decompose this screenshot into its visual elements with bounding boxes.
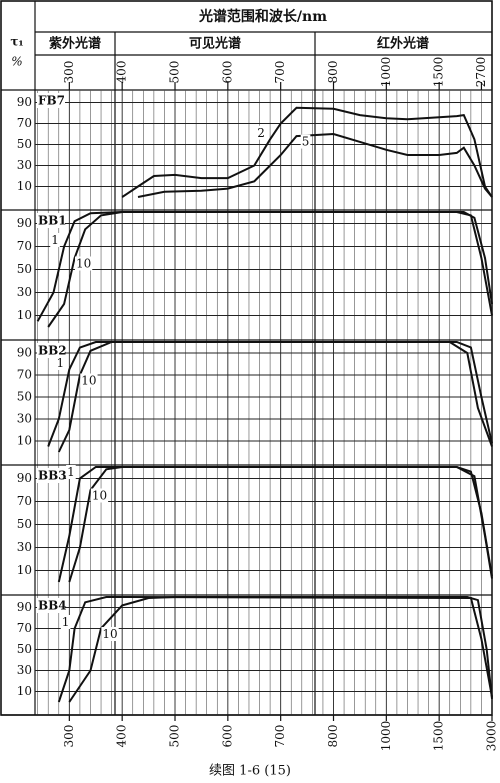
curve-label: 5: [302, 135, 310, 149]
curve: [57, 341, 493, 453]
y-tick-label: 90: [17, 600, 32, 614]
y-label-unit: %: [11, 55, 22, 69]
x-tick-label: 1500: [432, 721, 446, 752]
label-bg: [37, 93, 65, 108]
curve: [57, 595, 493, 703]
panel-title: BB1: [38, 214, 67, 228]
x-tick-label: 500: [168, 725, 182, 748]
panel-title: BB2: [38, 344, 67, 358]
y-tick-label: 10: [17, 308, 32, 322]
y-tick-label: 50: [17, 517, 32, 531]
x-tick-label: 300: [62, 725, 76, 748]
y-tick-label: 90: [17, 95, 32, 109]
y-tick-label: 30: [17, 663, 32, 677]
y-tick-label: 10: [17, 434, 32, 448]
y-tick-label: 30: [17, 540, 32, 554]
y-tick-label: 90: [17, 346, 32, 360]
curve-label: 1: [51, 233, 59, 247]
x-tick-label: 800: [326, 61, 340, 84]
y-tick-label: 70: [17, 368, 32, 382]
label-bg: [37, 343, 65, 358]
panel-title: BB4: [38, 599, 67, 613]
grid: [35, 90, 493, 715]
y-tick-label: 70: [17, 239, 32, 253]
curve: [68, 596, 493, 703]
curve-label: 1: [57, 356, 65, 370]
y-tick-label: 70: [17, 116, 32, 130]
label-bg: [37, 598, 65, 613]
label-bg: [101, 627, 119, 641]
region-label: 紫外光谱: [49, 36, 101, 52]
x-tick-label: 400: [115, 61, 129, 84]
x-tick-label: 300: [62, 61, 76, 84]
x-tick-label: 3000: [485, 721, 499, 752]
label-bg: [37, 213, 65, 228]
y-tick-label: 70: [17, 621, 32, 635]
x-tick-label: 700: [273, 725, 287, 748]
y-tick-label: 50: [17, 642, 32, 656]
y-tick-label: 30: [17, 412, 32, 426]
y-tick-label: 30: [17, 158, 32, 172]
curve-label: 2: [257, 126, 265, 140]
header-title: 光谱范围和波长/nm: [198, 8, 327, 25]
curve-label: 10: [102, 627, 117, 641]
curve: [121, 106, 493, 198]
x-tick-label: 2700: [474, 57, 488, 88]
curve-label: 10: [92, 489, 107, 503]
label-bg: [37, 468, 65, 483]
y-tick-label: 50: [17, 262, 32, 276]
y-tick-label: 70: [17, 494, 32, 508]
region-label: 红外光谱: [377, 36, 429, 52]
x-tick-label: 800: [326, 725, 340, 748]
x-tick-label: 600: [220, 725, 234, 748]
y-tick-label: 10: [17, 179, 32, 193]
label-bg: [256, 125, 266, 140]
x-tick-label: 1000: [379, 721, 393, 752]
y-tick-label: 50: [17, 137, 32, 151]
curve: [36, 211, 493, 322]
curve-label: 10: [76, 257, 91, 271]
label-bg: [90, 488, 109, 503]
y-tick-label: 50: [17, 390, 32, 404]
label-bg: [300, 134, 311, 149]
curve: [47, 211, 493, 328]
caption: 续图 1-6 (15): [209, 764, 291, 779]
y-tick-label: 90: [17, 471, 32, 485]
label-bg: [66, 465, 76, 479]
label-bg: [74, 256, 93, 271]
y-tick-label: 10: [17, 563, 32, 577]
x-tick-label: 1000: [379, 57, 393, 88]
y-tick-label: 90: [17, 216, 32, 230]
x-tick-label: 600: [220, 61, 234, 84]
label-bg: [50, 233, 60, 247]
panel-title: BB3: [38, 469, 67, 483]
x-tick-label: 700: [273, 61, 287, 84]
region-label: 可见光谱: [189, 36, 241, 52]
curve: [47, 341, 493, 447]
curve-label: 1: [67, 465, 75, 479]
label-bg: [80, 373, 98, 388]
label-bg: [55, 356, 66, 370]
x-tick-label: 400: [115, 725, 129, 748]
y-tick-label: 10: [17, 684, 32, 698]
curve-label: 1: [62, 615, 70, 629]
x-tick-label: 1500: [432, 57, 446, 88]
curve: [68, 466, 493, 583]
curves: [36, 106, 493, 703]
curve-label: 10: [81, 374, 96, 388]
x-tick-label: 500: [168, 61, 182, 84]
label-bg: [60, 615, 71, 629]
panel-title: FB7: [38, 94, 65, 108]
y-tick-label: 30: [17, 285, 32, 299]
y-label: τ₁: [10, 35, 23, 49]
curve: [137, 132, 493, 198]
